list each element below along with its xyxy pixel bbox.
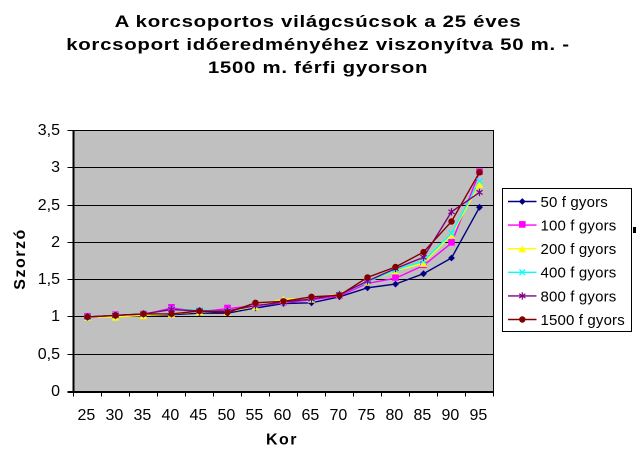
svg-text:3: 3 xyxy=(51,159,60,176)
svg-text:85: 85 xyxy=(414,407,432,424)
svg-text:400 f gyors: 400 f gyors xyxy=(541,265,617,282)
svg-text:100 f gyors: 100 f gyors xyxy=(541,218,617,235)
svg-text:800 f gyors: 800 f gyors xyxy=(541,288,617,305)
svg-text:2: 2 xyxy=(51,234,60,251)
svg-text:60: 60 xyxy=(274,407,292,424)
svg-text:50 f gyors: 50 f gyors xyxy=(541,194,608,211)
svg-text:75: 75 xyxy=(358,407,376,424)
svg-text:Kor: Kor xyxy=(266,432,298,449)
svg-text:80: 80 xyxy=(386,407,404,424)
svg-text:35: 35 xyxy=(134,407,152,424)
svg-text:Szorzó: Szorzó xyxy=(12,228,29,289)
svg-text:40: 40 xyxy=(162,407,180,424)
svg-text:1: 1 xyxy=(51,308,60,325)
svg-text:70: 70 xyxy=(330,407,348,424)
svg-text:90: 90 xyxy=(442,407,460,424)
svg-text:200 f gyors: 200 f gyors xyxy=(541,241,617,258)
svg-text:1,5: 1,5 xyxy=(38,271,60,288)
svg-text:30: 30 xyxy=(106,407,124,424)
svg-text:0,5: 0,5 xyxy=(38,346,60,363)
svg-text:50: 50 xyxy=(218,407,236,424)
svg-text:2,5: 2,5 xyxy=(38,197,60,214)
svg-text:25: 25 xyxy=(78,407,96,424)
svg-text:65: 65 xyxy=(302,407,320,424)
svg-text:45: 45 xyxy=(190,407,208,424)
svg-text:55: 55 xyxy=(246,407,264,424)
svg-text:1500 f gyors: 1500 f gyors xyxy=(541,312,625,329)
svg-text:0: 0 xyxy=(51,383,60,400)
svg-text:95: 95 xyxy=(470,407,488,424)
svg-text:3,5: 3,5 xyxy=(38,122,60,139)
